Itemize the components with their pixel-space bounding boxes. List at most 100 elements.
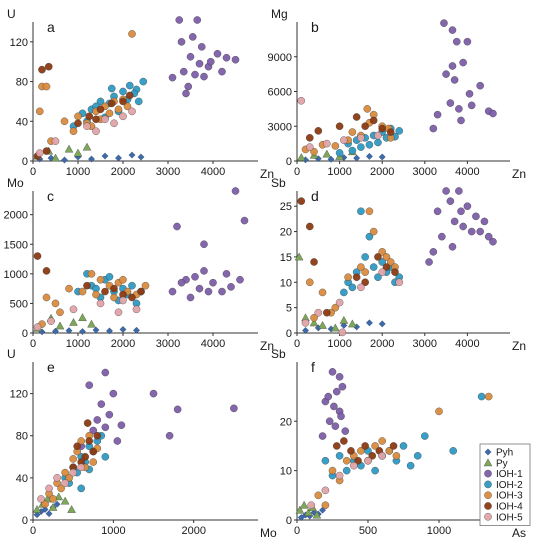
- series-ioh-2: [321, 392, 486, 480]
- y-tick-label: 120: [10, 389, 28, 401]
- data-point: [357, 263, 365, 271]
- data-point: [101, 287, 109, 296]
- data-point: [425, 258, 433, 266]
- series-ioh-3: [38, 270, 150, 328]
- data-point: [442, 187, 450, 195]
- data-point: [204, 287, 213, 296]
- data-point: [65, 284, 73, 293]
- x-tick-label: 3000: [156, 166, 180, 178]
- series-ioh-1: [318, 368, 350, 440]
- series-ioh-4: [332, 437, 398, 465]
- y-tick-label: 40: [16, 473, 28, 485]
- data-point: [321, 501, 330, 509]
- data-point: [213, 49, 222, 58]
- data-point: [318, 321, 327, 329]
- data-point: [168, 287, 177, 296]
- data-point: [489, 237, 497, 246]
- data-point: [314, 491, 323, 500]
- data-point: [132, 305, 141, 314]
- data-point: [184, 82, 193, 91]
- data-point: [382, 253, 391, 261]
- data-point: [348, 319, 357, 328]
- data-point: [340, 136, 348, 144]
- data-point: [467, 227, 476, 236]
- x-tick-label: 1000: [427, 525, 451, 537]
- data-point: [332, 442, 341, 450]
- data-point: [449, 447, 457, 455]
- data-point: [119, 326, 127, 333]
- panel-a: 0 40 80 120 0 1000 2000 3000 4000 U Zn a: [7, 7, 274, 181]
- legend-marker: [484, 480, 492, 489]
- data-point: [133, 326, 140, 334]
- data-point: [186, 293, 195, 302]
- data-point: [73, 442, 81, 451]
- data-point: [371, 466, 379, 475]
- data-point: [448, 62, 457, 70]
- data-point: [175, 16, 184, 24]
- data-point: [386, 258, 395, 266]
- x-tick-label: 0: [294, 525, 300, 537]
- data-point: [309, 318, 319, 327]
- data-point: [168, 73, 177, 82]
- data-point: [321, 486, 330, 495]
- data-point: [42, 147, 51, 155]
- data-point: [101, 152, 109, 160]
- data-point: [342, 456, 351, 465]
- data-point: [338, 328, 347, 337]
- data-point: [67, 505, 76, 513]
- series-py: [295, 500, 322, 519]
- data-point: [369, 263, 378, 271]
- data-point: [101, 368, 110, 377]
- data-point: [328, 466, 337, 475]
- data-point: [352, 273, 361, 281]
- data-point: [413, 452, 422, 460]
- y-axis-label: Mg: [271, 7, 288, 21]
- data-point: [195, 59, 204, 68]
- data-point: [69, 317, 78, 326]
- data-point: [200, 72, 208, 81]
- x-tick-label: 4000: [201, 338, 225, 350]
- data-point: [457, 207, 465, 216]
- data-point: [385, 447, 394, 455]
- data-point: [365, 141, 374, 149]
- data-point: [452, 37, 461, 46]
- data-point: [42, 293, 51, 302]
- data-point: [165, 431, 174, 440]
- data-point: [93, 416, 102, 424]
- data-point: [128, 30, 136, 38]
- y-tick-label: 0: [22, 328, 28, 340]
- data-point: [294, 252, 304, 261]
- data-point: [200, 240, 208, 249]
- data-point: [128, 107, 136, 116]
- data-point: [227, 283, 235, 291]
- data-point: [56, 308, 64, 317]
- series-ioh-4: [33, 62, 134, 160]
- panel-d: 0 5 10 15 20 25 0 1000 2000 3000 4000 Sb Zn d: [271, 176, 526, 353]
- data-point: [489, 109, 497, 118]
- data-point: [206, 57, 215, 66]
- data-point: [463, 37, 472, 46]
- data-point: [378, 268, 386, 276]
- data-point: [114, 308, 123, 317]
- legend-label: Py: [496, 458, 508, 469]
- data-point: [37, 495, 45, 503]
- data-point: [119, 296, 127, 305]
- x-axis-label: As: [512, 526, 526, 540]
- data-point: [348, 128, 357, 136]
- data-point: [193, 16, 202, 24]
- data-point: [182, 89, 190, 98]
- data-point: [335, 149, 344, 157]
- data-point: [324, 392, 333, 401]
- y-tick-label: 20: [280, 227, 292, 239]
- data-point: [141, 281, 150, 290]
- legend-marker: [484, 448, 492, 456]
- data-point: [69, 455, 77, 463]
- data-point: [331, 422, 340, 430]
- data-point: [357, 207, 365, 216]
- y-axis-label: U: [7, 347, 16, 361]
- data-point: [325, 417, 334, 426]
- data-point: [314, 308, 323, 317]
- data-point: [389, 442, 398, 450]
- data-point: [323, 139, 331, 148]
- data-point: [299, 500, 309, 509]
